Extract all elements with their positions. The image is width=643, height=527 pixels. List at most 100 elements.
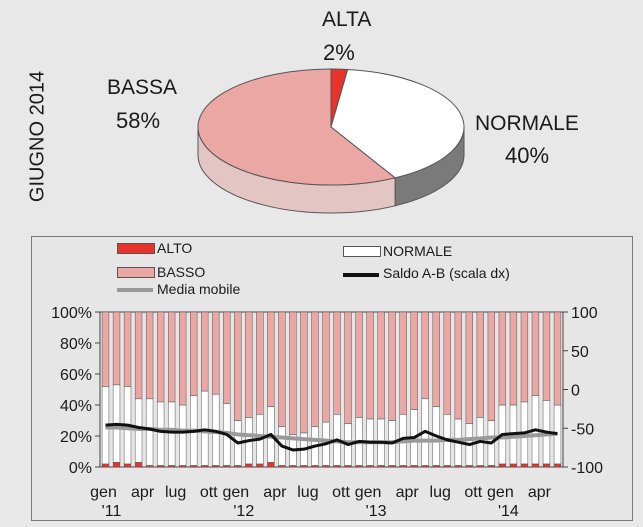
right-tick-label: -50	[571, 421, 594, 438]
bar-alto	[256, 463, 264, 468]
bar-basso	[531, 311, 540, 396]
legend-media-label: Media mobile	[157, 281, 241, 297]
bar-basso	[454, 311, 462, 420]
x-tick-label: apr	[131, 484, 155, 501]
bar-basso	[212, 311, 220, 395]
label-bassa-name: BASSA	[107, 76, 178, 99]
bar-basso	[443, 311, 451, 415]
bar-basso	[179, 311, 187, 406]
left-tick-label: 60%	[60, 367, 92, 384]
bar-basso	[256, 311, 264, 415]
x-tick-label: gen	[487, 484, 514, 501]
bar-basso	[520, 311, 529, 403]
legend-normale-swatch	[343, 246, 381, 257]
pie-chart	[197, 68, 465, 214]
legend-basso-label: BASSO	[157, 264, 206, 280]
x-tick-label: ott	[464, 484, 482, 501]
x-tick-label: apr	[396, 484, 420, 501]
line-saldo	[105, 422, 558, 452]
bar-basso	[542, 311, 551, 401]
bar-basso	[245, 311, 253, 418]
right-tick-label: -100	[571, 460, 603, 477]
x-year-label: '13	[366, 503, 387, 520]
bar-alto	[245, 463, 253, 468]
bar-normale	[167, 401, 176, 466]
bar-alto	[520, 463, 529, 468]
legend-saldo-swatch	[343, 273, 379, 277]
label-alta-pct: 2%	[323, 40, 355, 65]
bar-alto	[498, 463, 507, 468]
bar-basso	[112, 311, 121, 386]
x-tick-label: gen	[222, 484, 249, 501]
x-tick-label: gen	[90, 484, 117, 501]
bar-basso	[234, 311, 242, 421]
bar-normale	[179, 404, 187, 466]
label-bassa-pct: 58%	[116, 108, 161, 133]
bar-basso	[377, 311, 385, 420]
legend-normale-label: NORMALE	[383, 243, 453, 259]
bar-basso	[410, 311, 418, 410]
x-tick-label: lug	[430, 484, 451, 501]
legend-media-swatch	[117, 288, 153, 292]
x-year-label: '11	[102, 503, 122, 520]
bar-basso	[487, 311, 496, 421]
bar-basso	[388, 311, 396, 421]
right-tick-label: 100	[571, 305, 598, 322]
legend-alto-swatch	[117, 243, 155, 254]
bar-normale	[201, 390, 209, 466]
bar-basso	[344, 311, 352, 424]
legend-saldo-label: Saldo A-B (scala dx)	[383, 265, 510, 281]
x-year-label: '12	[233, 503, 254, 520]
bar-basso	[366, 311, 374, 420]
x-tick-label: apr	[263, 484, 287, 501]
x-tick-label: lug	[165, 484, 186, 501]
left-tick-label: 20%	[60, 429, 92, 446]
left-tick-label: 0%	[69, 460, 92, 477]
bar-basso	[223, 311, 231, 404]
bar-basso	[190, 311, 198, 396]
x-tick-label: ott	[200, 484, 218, 501]
bar-alto	[267, 462, 275, 468]
bar-basso	[101, 311, 110, 387]
bar-basso	[322, 311, 330, 423]
bar-basso	[509, 311, 518, 406]
bar-basso	[145, 311, 154, 400]
left-tick-label: 80%	[60, 336, 92, 353]
bar-basso	[289, 311, 297, 435]
right-tick-label: 0	[571, 383, 580, 400]
x-tick-label: ott	[332, 484, 350, 501]
x-tick-label: gen	[355, 484, 382, 501]
bar-basso	[156, 311, 165, 403]
pie-slice-bassa	[197, 68, 397, 186]
bar-basso	[399, 311, 407, 415]
bar-basso	[333, 311, 341, 415]
bar-basso	[201, 311, 209, 392]
bar-basso	[300, 311, 308, 434]
bar-basso	[465, 311, 473, 424]
bar-basso	[498, 311, 507, 406]
left-tick-label: 40%	[60, 398, 92, 415]
bar-alto	[134, 462, 143, 468]
bar-basso	[167, 311, 176, 403]
bar-normale	[156, 401, 165, 466]
bar-basso	[432, 311, 440, 407]
bar-basso	[355, 311, 363, 418]
bar-alto	[531, 463, 540, 468]
bar-basso	[553, 311, 562, 406]
legend-basso-swatch	[117, 267, 155, 278]
bar-basso	[421, 311, 429, 400]
bar-basso	[123, 311, 132, 387]
legend-alto-label: ALTO	[157, 240, 193, 256]
bar-alto	[112, 462, 121, 468]
bar-alto	[509, 463, 518, 468]
x-tick-label: lug	[297, 484, 318, 501]
left-tick-label: 100%	[51, 305, 92, 322]
right-tick-label: 50	[571, 344, 589, 361]
bar-alto	[101, 463, 110, 468]
bar-basso	[267, 311, 275, 407]
pie-slice-normale	[330, 68, 465, 179]
bar-basso	[311, 311, 319, 427]
x-tick-label: apr	[528, 484, 552, 501]
x-year-label: '14	[498, 503, 519, 520]
